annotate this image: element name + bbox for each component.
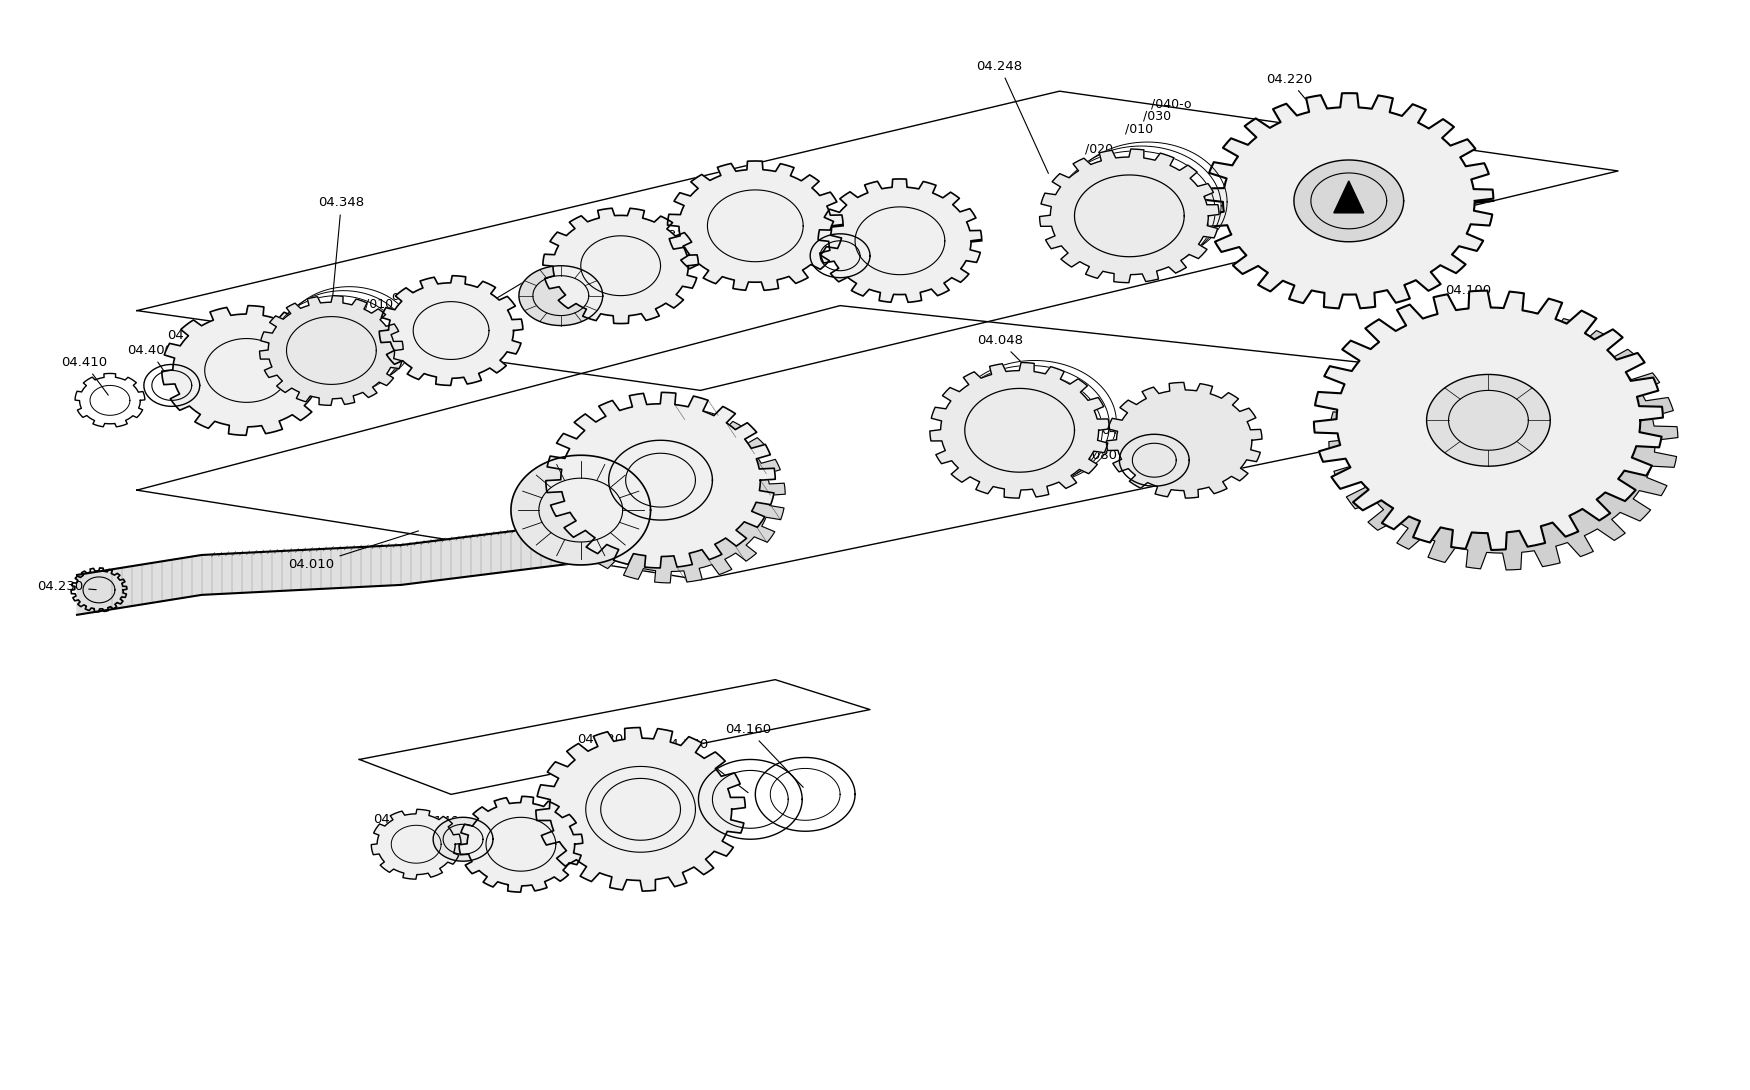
Polygon shape bbox=[511, 456, 651, 565]
Polygon shape bbox=[1328, 311, 1678, 570]
Text: 04.320: 04.320 bbox=[564, 246, 651, 291]
Text: 04.280: 04.280 bbox=[812, 221, 898, 250]
Polygon shape bbox=[1106, 383, 1262, 498]
Text: 04.310: 04.310 bbox=[623, 229, 693, 262]
Text: /020: /020 bbox=[327, 314, 355, 327]
Polygon shape bbox=[556, 408, 786, 583]
Polygon shape bbox=[77, 510, 681, 615]
Text: 04.100: 04.100 bbox=[1446, 284, 1491, 378]
Text: 04.400: 04.400 bbox=[126, 344, 173, 380]
Text: 04.110: 04.110 bbox=[373, 813, 420, 837]
Text: 04.230: 04.230 bbox=[37, 580, 96, 593]
Polygon shape bbox=[1293, 160, 1404, 242]
Text: 04.010: 04.010 bbox=[289, 531, 418, 571]
Text: 04.150: 04.150 bbox=[662, 738, 747, 792]
Text: /030: /030 bbox=[1143, 110, 1171, 122]
Text: 04.140: 04.140 bbox=[413, 815, 460, 833]
Text: 04.370: 04.370 bbox=[166, 329, 245, 364]
Text: /030: /030 bbox=[397, 302, 425, 315]
Text: 04.248: 04.248 bbox=[977, 60, 1048, 173]
Text: 04.080: 04.080 bbox=[1071, 449, 1152, 462]
Polygon shape bbox=[546, 392, 775, 568]
Text: 04.120: 04.120 bbox=[578, 732, 639, 797]
Polygon shape bbox=[542, 208, 698, 324]
Text: /010: /010 bbox=[366, 298, 394, 311]
Text: 04.090: 04.090 bbox=[1101, 424, 1181, 437]
Text: 04.160: 04.160 bbox=[724, 723, 803, 787]
Polygon shape bbox=[434, 818, 493, 861]
Text: /020: /020 bbox=[985, 382, 1013, 395]
Polygon shape bbox=[1204, 93, 1493, 308]
Polygon shape bbox=[371, 810, 460, 880]
Text: 04.300: 04.300 bbox=[775, 219, 838, 252]
Text: /010: /010 bbox=[961, 399, 989, 412]
Text: 04.020: 04.020 bbox=[607, 409, 660, 453]
Text: 04.048: 04.048 bbox=[977, 334, 1057, 399]
Polygon shape bbox=[929, 363, 1110, 498]
Text: 04.030: 04.030 bbox=[537, 471, 584, 494]
Text: o-/040: o-/040 bbox=[950, 387, 990, 400]
Text: 04.220: 04.220 bbox=[1265, 73, 1348, 149]
Ellipse shape bbox=[520, 266, 602, 326]
Polygon shape bbox=[1040, 149, 1220, 282]
Text: -/030: -/030 bbox=[968, 393, 1001, 407]
Text: 04.410: 04.410 bbox=[61, 356, 108, 396]
Polygon shape bbox=[161, 305, 331, 435]
Polygon shape bbox=[1334, 181, 1363, 213]
Polygon shape bbox=[1426, 375, 1550, 467]
Text: /010: /010 bbox=[1125, 122, 1153, 135]
Polygon shape bbox=[667, 161, 844, 290]
Text: o-/040: o-/040 bbox=[390, 289, 432, 302]
Polygon shape bbox=[520, 266, 602, 326]
Text: /020: /020 bbox=[1085, 143, 1113, 156]
Polygon shape bbox=[458, 797, 583, 892]
Text: /040-o: /040-o bbox=[1152, 98, 1192, 110]
Polygon shape bbox=[380, 276, 523, 386]
Text: 04.290: 04.290 bbox=[709, 196, 756, 223]
Polygon shape bbox=[536, 727, 746, 892]
Polygon shape bbox=[819, 179, 982, 302]
Polygon shape bbox=[1314, 291, 1662, 550]
Text: 04.348: 04.348 bbox=[318, 196, 364, 307]
Text: 04.330: 04.330 bbox=[453, 232, 620, 324]
Text: 04.130: 04.130 bbox=[438, 833, 518, 846]
Polygon shape bbox=[259, 295, 402, 405]
